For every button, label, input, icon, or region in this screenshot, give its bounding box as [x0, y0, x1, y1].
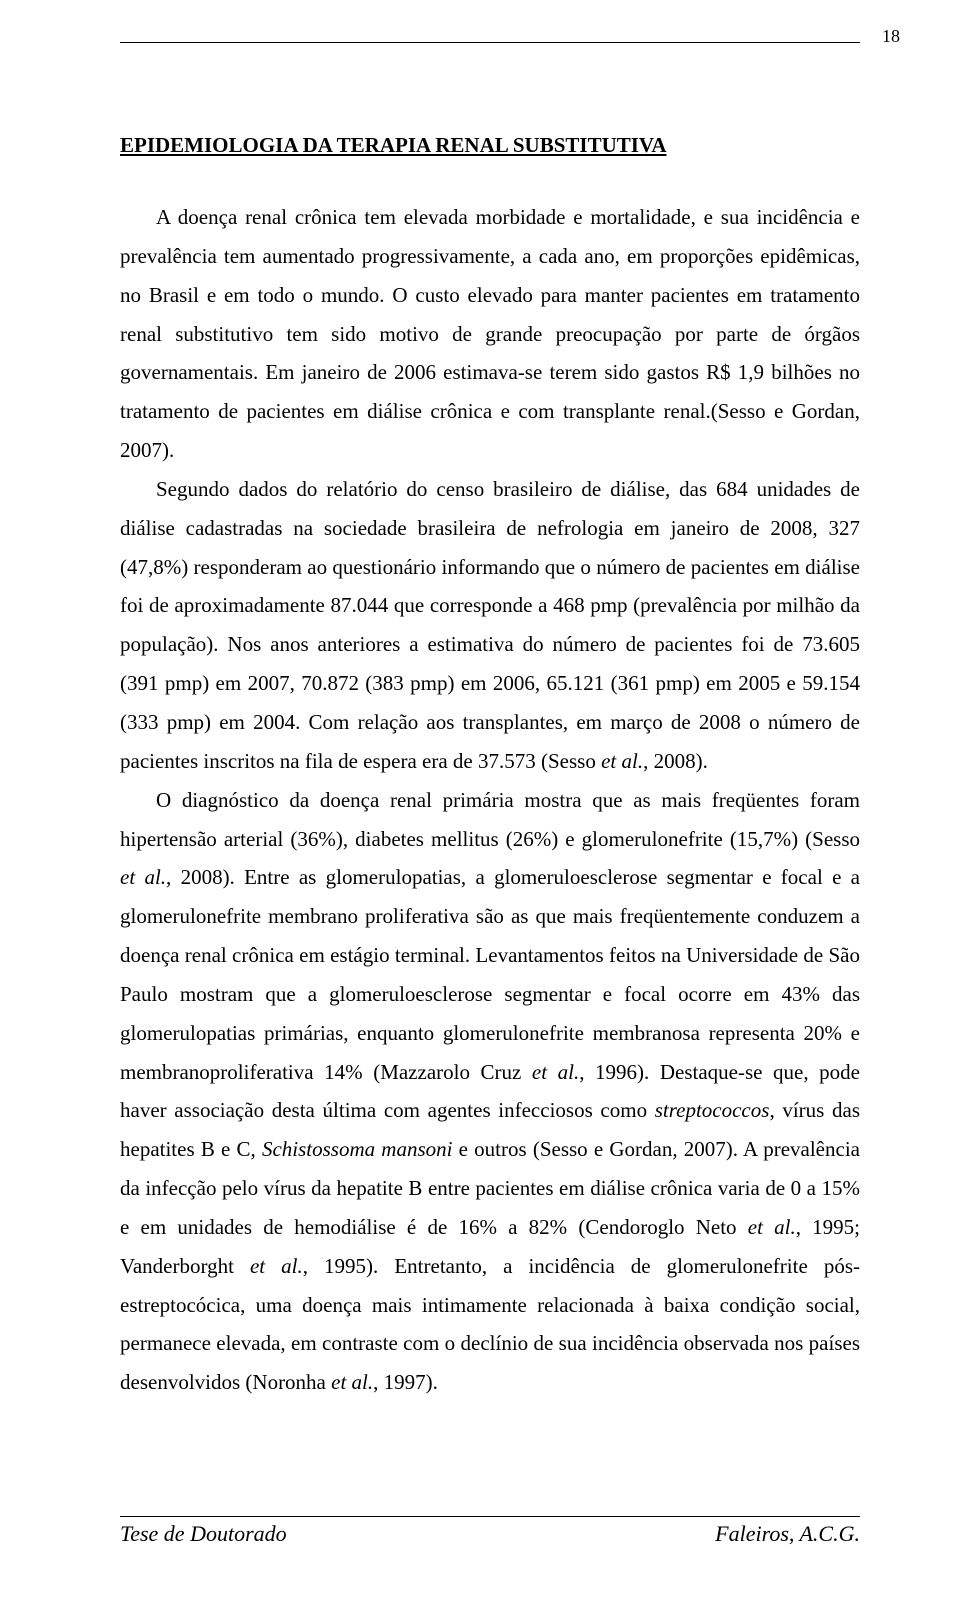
text-segment: et al. — [601, 749, 643, 773]
text-segment: Schistossoma mansoni — [262, 1137, 453, 1161]
text-segment: , 2008). Entre as glomerulopatias, a glo… — [120, 865, 860, 1083]
paragraph: O diagnóstico da doença renal primária m… — [120, 781, 860, 1403]
text-segment: et al. — [331, 1370, 373, 1394]
section-heading: EPIDEMIOLOGIA DA TERAPIA RENAL SUBSTITUT… — [120, 133, 860, 158]
text-segment: , 1997). — [373, 1370, 438, 1394]
page-container: 18 EPIDEMIOLOGIA DA TERAPIA RENAL SUBSTI… — [0, 0, 960, 1607]
text-segment: et al. — [250, 1254, 303, 1278]
text-segment: streptococcos — [655, 1098, 770, 1122]
footer-right-text: Faleiros, A.C.G. — [715, 1521, 860, 1547]
text-segment: A doença renal crônica tem elevada morbi… — [120, 205, 860, 462]
top-horizontal-rule — [120, 42, 860, 43]
page-number: 18 — [882, 26, 900, 47]
paragraph: Segundo dados do relatório do censo bras… — [120, 470, 860, 781]
body-text-container: A doença renal crônica tem elevada morbi… — [120, 198, 860, 1402]
text-segment: et al. — [748, 1215, 796, 1239]
text-segment: et al. — [532, 1060, 579, 1084]
footer-left-text: Tese de Doutorado — [120, 1521, 287, 1547]
text-segment: O diagnóstico da doença renal primária m… — [120, 788, 860, 851]
text-segment: Segundo dados do relatório do censo bras… — [120, 477, 860, 773]
page-footer: Tese de Doutorado Faleiros, A.C.G. — [120, 1516, 860, 1547]
text-segment: et al. — [120, 865, 166, 889]
text-segment: , 2008). — [643, 749, 708, 773]
footer-horizontal-rule — [120, 1516, 860, 1517]
footer-row: Tese de Doutorado Faleiros, A.C.G. — [120, 1521, 860, 1547]
paragraph: A doença renal crônica tem elevada morbi… — [120, 198, 860, 470]
